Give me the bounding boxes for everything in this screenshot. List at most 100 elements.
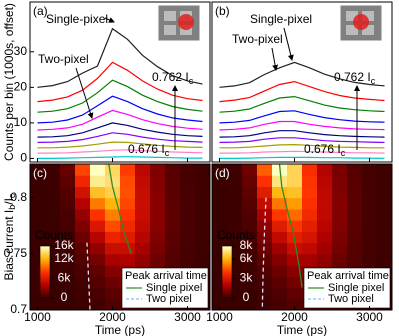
colorbar-tick-label: 8k (240, 238, 254, 252)
heat-cell (347, 208, 363, 221)
heat-cell (105, 287, 121, 300)
heat-cell (45, 208, 61, 221)
arrow (271, 47, 279, 71)
heat-cell (272, 276, 288, 289)
heat-cell (105, 208, 121, 221)
heat-cell (105, 220, 121, 232)
heat-cell (227, 220, 243, 232)
colorbar-step (40, 270, 50, 273)
heat-cell (105, 175, 121, 187)
heat-cell (287, 231, 303, 244)
heat-cell (90, 253, 106, 266)
heat-cell (332, 242, 348, 255)
heat-cell (135, 231, 151, 244)
heat-cell (272, 298, 288, 311)
heat-cell (362, 220, 378, 232)
heat-cell (257, 287, 273, 300)
heat-cell (212, 231, 228, 244)
y-axis-label-sub: c (7, 193, 17, 198)
heat-cell (60, 298, 76, 311)
colorbar-step (222, 254, 232, 257)
arrow (75, 67, 94, 119)
heat-cell (90, 164, 106, 176)
heat-cell (195, 197, 211, 210)
heat-cell (332, 186, 348, 199)
heat-cell (212, 253, 228, 266)
annotation-text: 0.762 I (334, 70, 371, 84)
heat-cell (302, 231, 318, 244)
colorbar-step (222, 278, 232, 282)
colorbar-step (222, 247, 232, 250)
colorbar-step (222, 251, 232, 254)
legend-label: Two pixel (146, 293, 192, 305)
heat-cell (120, 186, 136, 199)
heat-cell (45, 298, 61, 311)
heat-cell (332, 175, 348, 187)
heat-cell (75, 220, 91, 232)
heat-cell (180, 208, 196, 221)
heat-cell (90, 276, 106, 289)
trace (219, 156, 385, 159)
heat-cell (60, 265, 76, 277)
heat-cell (60, 220, 76, 232)
heat-cell (60, 197, 76, 210)
heat-cell (60, 175, 76, 187)
annotation-text: Two-pixel (232, 32, 283, 46)
heat-cell (75, 287, 91, 300)
inset-pad (346, 25, 358, 35)
heat-cell (45, 231, 61, 244)
heat-cell (105, 186, 121, 199)
heat-cell (195, 220, 211, 232)
heat-cell (105, 242, 121, 255)
heat-cell (120, 253, 136, 266)
colorbar-step (40, 259, 50, 263)
colorbar-tick-label: 16k (54, 238, 74, 252)
colorbar-step (222, 268, 232, 271)
panel-label: (c) (33, 166, 47, 180)
heat-cell (287, 164, 303, 176)
heat-cell (287, 175, 303, 187)
heat-cell (302, 220, 318, 232)
x-tick-label: 1000 (24, 310, 51, 324)
heat-cell (60, 242, 76, 255)
x-axis-label: Time (ps) (95, 323, 145, 336)
heat-cell (332, 220, 348, 232)
annotation: 0.676 Ic (304, 142, 346, 158)
heat-cell (45, 186, 61, 199)
heat-cell (272, 186, 288, 199)
heat-cell (362, 164, 378, 176)
legend-label: Single pixel (146, 282, 202, 294)
heat-cell (377, 242, 393, 255)
heat-cell (317, 197, 333, 210)
heat-cell (75, 231, 91, 244)
heat-cell (302, 164, 318, 176)
heat-cell (105, 276, 121, 289)
heat-cell (347, 242, 363, 255)
heat-cell (317, 231, 333, 244)
colorbar-tick-label: 3k (240, 271, 254, 285)
colorbar-step (40, 263, 50, 266)
colorbar-tick-label: 6k (58, 271, 72, 285)
heat-cell (272, 231, 288, 244)
legend-label: Single pixel (328, 282, 384, 294)
heat-cell (135, 186, 151, 199)
colorbar-step (222, 272, 232, 275)
heat-cell (180, 220, 196, 232)
annotation-text: Two-pixel (38, 52, 89, 66)
heat-cell (75, 164, 91, 176)
heat-cell (377, 186, 393, 199)
peak-line (86, 242, 91, 311)
colorbar-step (40, 247, 50, 250)
colorbar-step (40, 265, 50, 268)
inset-pad (362, 25, 374, 35)
y-tick-label: 0.75 (4, 246, 28, 260)
colorbar-step (40, 280, 50, 283)
heat-cell (165, 208, 181, 221)
heat-cell (150, 242, 166, 255)
heat-cell (347, 253, 363, 266)
heat-cell (150, 186, 166, 199)
heat-cell (362, 253, 378, 266)
colorbar-step (40, 294, 50, 297)
heat-cell (287, 220, 303, 232)
trace (219, 61, 385, 88)
